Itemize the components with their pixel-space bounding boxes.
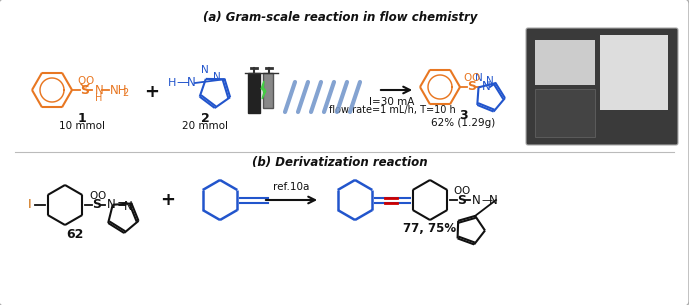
Text: 62: 62 [66, 228, 83, 241]
Text: 2: 2 [200, 112, 209, 125]
FancyBboxPatch shape [526, 28, 678, 145]
Bar [535, 40, 595, 85]
Text: S: S [92, 199, 101, 211]
Text: I=30 mA: I=30 mA [369, 97, 415, 107]
Text: H: H [95, 93, 103, 103]
Text: 77, 75%: 77, 75% [404, 222, 457, 235]
Text: H: H [168, 78, 176, 88]
Text: O: O [464, 73, 472, 83]
Text: 1: 1 [78, 112, 86, 125]
Text: N: N [95, 84, 104, 96]
Text: ref.10a: ref.10a [273, 182, 309, 192]
Text: =: = [117, 199, 127, 211]
Text: N: N [201, 65, 209, 75]
Text: N: N [107, 199, 116, 211]
Text: —: — [176, 77, 189, 89]
Text: 3: 3 [459, 109, 467, 122]
Text: 10 mmol: 10 mmol [59, 121, 105, 131]
Text: O: O [85, 76, 93, 86]
Text: N: N [213, 72, 220, 82]
Polygon shape [261, 81, 266, 99]
Text: (a) Gram-scale reaction in flow chemistry: (a) Gram-scale reaction in flow chemistr… [203, 11, 477, 24]
Text: N: N [472, 193, 481, 206]
Text: N: N [124, 199, 133, 213]
Text: N: N [187, 77, 196, 89]
Text: 20 mmol: 20 mmol [182, 121, 228, 131]
Text: O: O [472, 73, 480, 83]
Text: flow rate=1 mL/h, T=10 h: flow rate=1 mL/h, T=10 h [329, 105, 455, 115]
Bar [263, 73, 273, 108]
Text: +: + [161, 191, 176, 209]
Text: N: N [486, 76, 493, 86]
Text: 62% (1.29g): 62% (1.29g) [431, 118, 495, 128]
Text: I: I [28, 199, 31, 211]
Text: O: O [454, 186, 462, 196]
Bar [600, 35, 668, 110]
Text: N: N [482, 81, 491, 94]
Text: O: O [77, 76, 85, 86]
Text: (b) Derivatization reaction: (b) Derivatization reaction [252, 156, 428, 169]
Text: S: S [457, 193, 466, 206]
Text: O: O [97, 191, 105, 201]
Text: S: S [81, 84, 90, 96]
Text: +: + [145, 83, 159, 101]
Bar [248, 73, 260, 113]
Text: S: S [468, 81, 477, 94]
Text: 2: 2 [122, 88, 128, 98]
Text: —: — [481, 195, 492, 205]
Text: O: O [89, 191, 97, 201]
Text: N: N [475, 74, 482, 83]
Text: NH: NH [110, 84, 127, 96]
Text: N: N [489, 193, 497, 206]
Bar [535, 89, 595, 137]
Text: O: O [462, 186, 470, 196]
